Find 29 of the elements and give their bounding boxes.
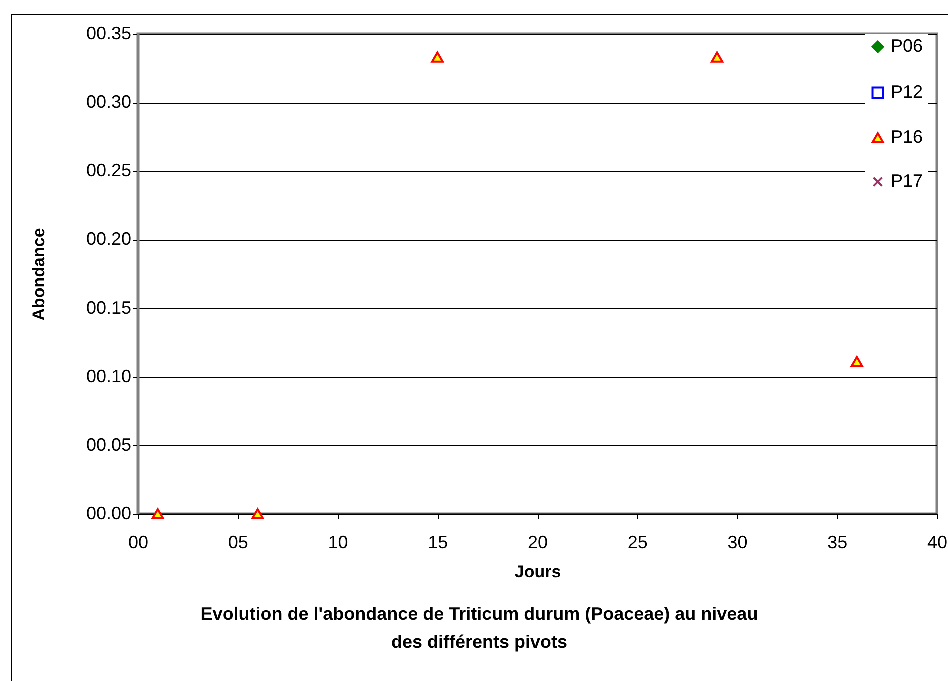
x-tick-label: 35 [828, 532, 848, 552]
legend-label: P17 [891, 171, 924, 191]
x-tick-label: 15 [428, 532, 448, 552]
y-tick-label: 00.15 [86, 298, 132, 318]
point [252, 508, 264, 520]
x-tick-label: 00 [128, 532, 149, 552]
point [850, 356, 864, 368]
x-tick-label: 25 [628, 532, 648, 552]
x-tick-label: 40 [927, 532, 948, 552]
y-tick-label: 00.10 [86, 366, 132, 386]
x-tick-label: 20 [528, 532, 548, 552]
y-tick-label: 00.20 [86, 229, 132, 250]
x-tick-label: 30 [728, 532, 748, 552]
y-tick-label: 00.00 [86, 504, 132, 524]
text: Evolution de l'abondance de Triticum durum (Poaceae) au niveau des différents pivots [200, 604, 758, 652]
y-tick-label: 00.25 [86, 160, 132, 181]
legend-label: P16 [891, 127, 924, 147]
x-axis-title: Jours [514, 562, 562, 582]
x-tick-label: 10 [328, 532, 348, 552]
y-tick-label: 00.35 [86, 24, 132, 44]
y-axis-title: Abondance [29, 228, 48, 321]
legend-label: P12 [891, 82, 924, 102]
y-tick-label: 00.30 [86, 92, 132, 112]
point [711, 52, 724, 63]
y-tick-label: 00.05 [86, 434, 132, 455]
x-tick-label: 05 [228, 532, 248, 552]
point [152, 508, 164, 520]
point [431, 52, 444, 63]
legend-label: P06 [891, 36, 924, 56]
